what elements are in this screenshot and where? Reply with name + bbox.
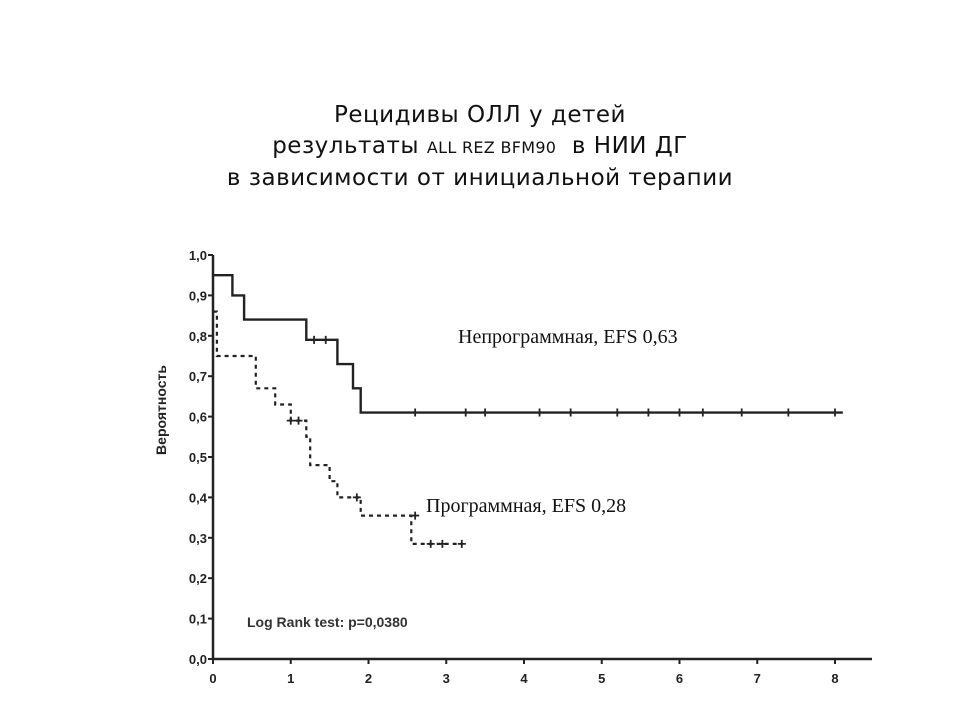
censor-mark <box>321 335 330 344</box>
censor-mark <box>535 408 544 417</box>
x-tick-label: 8 <box>831 671 838 686</box>
y-axis-title: Вероятность <box>153 365 169 455</box>
y-tick-label: 0,0 <box>189 652 207 667</box>
y-tick-label: 0,8 <box>189 329 207 344</box>
y-tick-label: 0,7 <box>189 369 207 384</box>
censor-mark <box>831 408 839 417</box>
title-line-2: результаты ALL REZ BFM90 в НИИ ДГ <box>0 131 960 163</box>
censor-mark <box>352 493 361 502</box>
censor-mark <box>675 408 684 417</box>
censor-mark <box>461 408 470 417</box>
x-tick-label: 3 <box>443 671 450 686</box>
x-tick-label: 1 <box>287 671 294 686</box>
x-tick-label: 5 <box>598 671 605 686</box>
censor-mark <box>566 408 575 417</box>
censor-mark <box>737 408 746 417</box>
x-tick-label: 0 <box>209 671 216 686</box>
censor-mark <box>310 335 319 344</box>
censor-layer <box>286 335 839 548</box>
title-line-2-protocol: ALL REZ BFM90 <box>426 138 557 157</box>
y-tick-label: 0,9 <box>189 288 207 303</box>
censor-mark <box>698 408 707 417</box>
title-line-2-part-c: в НИИ ДГ <box>556 133 688 159</box>
x-tick-label: 2 <box>365 671 372 686</box>
series-label-nonprogram: Непрограммная, EFS 0,63 <box>458 326 678 348</box>
y-tick-label: 0,4 <box>189 490 208 505</box>
x-ticks: 0 1 2 3 4 5 6 7 8 <box>209 659 839 686</box>
censor-mark <box>457 539 466 548</box>
x-tick-label: 4 <box>520 671 528 686</box>
x-tick-label: 6 <box>676 671 683 686</box>
y-tick-label: 0,6 <box>189 410 207 425</box>
title-line-1: Рецидивы ОЛЛ у детей <box>334 102 626 128</box>
title-line-3: в зависимости от инициальной терапии <box>226 165 734 191</box>
y-tick-label: 0,3 <box>189 531 207 546</box>
censor-mark <box>411 408 420 417</box>
title-line-2-part-a: результаты <box>272 133 427 159</box>
y-tick-label: 0,1 <box>189 612 207 627</box>
censor-mark <box>613 408 622 417</box>
y-ticks: 0,0 0,1 0,2 0,3 0,4 0,5 0,6 0,7 0,8 0,9 1,0 <box>189 248 213 667</box>
chart-axes <box>211 255 872 661</box>
log-rank-annotation: Log Rank test: p=0,0380 <box>247 614 408 630</box>
censor-mark <box>438 539 447 548</box>
x-tick-label: 7 <box>754 671 761 686</box>
series-label-program: Программная, EFS 0,28 <box>426 495 626 517</box>
censor-mark <box>426 539 435 548</box>
censor-mark <box>411 511 420 520</box>
censor-mark <box>481 408 490 417</box>
censor-mark <box>644 408 653 417</box>
censor-mark <box>286 416 295 425</box>
censor-mark <box>784 408 793 417</box>
slide-title: Рецидивы ОЛЛ у детей результаты ALL REZ … <box>0 100 960 194</box>
y-tick-label: 1,0 <box>189 248 207 263</box>
censor-mark <box>294 416 303 425</box>
y-tick-label: 0,5 <box>189 450 207 465</box>
y-tick-label: 0,2 <box>189 571 207 586</box>
